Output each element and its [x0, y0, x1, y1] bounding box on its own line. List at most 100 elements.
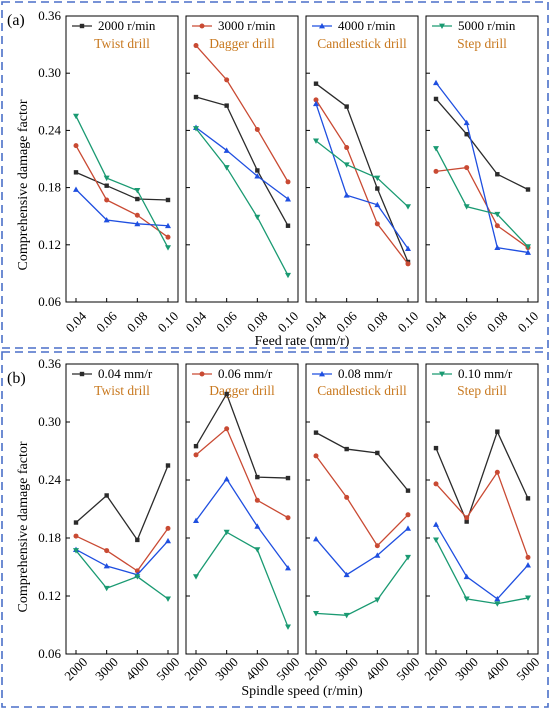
- panel-b-data-point: [494, 595, 501, 602]
- panel-b-data-point: [285, 624, 291, 630]
- panel-b-data-point: [405, 488, 411, 493]
- panel-a-data-point: [374, 175, 381, 182]
- panel-b-subplot-title: Candlestick drill: [317, 383, 407, 398]
- plot-layer: 0.060.120.180.240.300.360.04 0.06 0.08 0.10…: [38, 8, 542, 683]
- panel-b-data-point: [223, 529, 230, 536]
- panel-b-legend-label: 0.08 mm/r: [338, 366, 393, 381]
- panel-a-series-line: [315, 83, 409, 263]
- panel-a-legend-marker: [79, 23, 85, 29]
- panel-a-subplot-title: Candlestick drill: [317, 36, 407, 51]
- panel-a-data-point: [374, 201, 381, 208]
- panel-a-data-point: [525, 249, 531, 255]
- panel-a-data-point: [254, 173, 261, 179]
- panel-b-data-point: [433, 537, 439, 543]
- panel-b-subplot-title: Step drill: [457, 383, 507, 398]
- panel-a-series-line: [75, 145, 169, 238]
- panel-b-data-point: [165, 537, 171, 544]
- panel-a-data-point: [134, 212, 140, 218]
- panel-a-data-point: [193, 126, 199, 132]
- panel-b-legend-marker: [79, 371, 85, 377]
- panel-b-x-tick-label: 3000: [332, 654, 361, 683]
- panel-a-data-point: [343, 162, 350, 168]
- panel-a-data-point: [494, 211, 501, 218]
- panel-a-data-point: [224, 103, 229, 108]
- panel-a-y-tick-label: 0.18: [38, 180, 61, 195]
- panel-a-data-point: [255, 168, 260, 173]
- panel-a-data-point: [134, 220, 141, 227]
- panel-a-subplot-title: Step drill: [457, 36, 507, 51]
- panel-b-data-point: [525, 595, 531, 601]
- panel-b-data-point: [103, 585, 110, 592]
- panel-b-y-tick-label: 0.12: [38, 588, 61, 603]
- panel-a-x-tick-label: 0.08: [484, 308, 511, 335]
- panel-a-x-tick-label: 0.10: [394, 308, 421, 335]
- panel-a-data-point: [463, 204, 470, 210]
- panel-b-data-point: [463, 596, 470, 602]
- panel-b-data-point: [525, 496, 531, 501]
- panel-b-y-tick-label: 0.30: [38, 414, 61, 429]
- panel-b-data-point: [374, 597, 381, 603]
- panel-a-legend-label: 2000 r/min: [98, 18, 156, 33]
- panel-b-data-point: [405, 525, 411, 531]
- panel-b-data-point: [405, 512, 411, 518]
- panel-a-legend-label: 5000 r/min: [458, 18, 516, 33]
- panel-a-data-point: [73, 186, 79, 192]
- panel-a-data-point: [433, 96, 439, 102]
- panel-b-legend-label: 0.06 mm/r: [218, 366, 273, 381]
- panel-a-data-point: [464, 132, 469, 137]
- panel-b-data-point: [344, 494, 350, 500]
- panel-b-data-point: [525, 554, 531, 560]
- panel-b-x-tick-label: 5000: [393, 654, 422, 683]
- panel-a-data-point: [433, 79, 439, 86]
- panel-a-series-line: [435, 98, 529, 191]
- panel-a-x-tick-label: 0.08: [124, 308, 151, 335]
- panel-a-data-point: [344, 104, 349, 109]
- panel-b-x-tick-label: 3000: [452, 654, 481, 683]
- panel-a-y-tick-label: 0.30: [38, 65, 61, 80]
- panel-b-data-point: [494, 469, 500, 475]
- panel-a-data-point: [223, 147, 230, 153]
- panel-a-data-point: [103, 217, 110, 223]
- top-panel-frame: [1, 1, 549, 349]
- panel-b-data-point: [405, 554, 411, 561]
- panel-b-x-tick-label: 4000: [243, 654, 272, 683]
- panel-b-data-point: [313, 453, 319, 459]
- panel-b-data-point: [463, 573, 470, 580]
- panel-b-x-tick-label: 4000: [483, 654, 512, 683]
- panel-a-series-line: [195, 96, 289, 227]
- panel-b-series-line: [315, 455, 409, 547]
- panel-a-data-point: [525, 244, 531, 250]
- panel-a-data-point: [285, 196, 291, 202]
- panel-b-data-point: [104, 548, 110, 554]
- panel-a-x-tick-label: 0.10: [514, 308, 541, 335]
- panel-a-data-point: [104, 197, 110, 203]
- panel-b-data-point: [254, 523, 261, 529]
- panel-a-data-point: [525, 187, 531, 192]
- panel-a-data-point: [343, 192, 350, 198]
- panel-b-data-point: [433, 521, 439, 527]
- panel-a-data-point: [165, 245, 171, 251]
- panel-a-series-line: [315, 99, 409, 265]
- panel-a-data-point: [344, 145, 350, 151]
- panel-a-data-point: [103, 175, 110, 182]
- panel-b-data-point: [73, 533, 79, 539]
- panel-a-data-point: [285, 179, 291, 185]
- panel-b-data-point: [344, 446, 349, 452]
- panel-a-data-point: [494, 244, 501, 251]
- panel-a-series-line: [315, 103, 409, 249]
- panel-a-x-axis-title: Feed rate (mm/r): [255, 334, 350, 349]
- panel-b-subplot-title: Twist drill: [94, 383, 150, 398]
- panel-b-data-point: [193, 452, 199, 458]
- panel-b-legend-marker: [439, 371, 445, 377]
- panel-a-data-point: [433, 168, 439, 174]
- panel-b-x-tick-label: 3000: [212, 654, 241, 683]
- panel-b-data-point: [165, 463, 171, 468]
- panel-b-data-point: [464, 515, 470, 521]
- panel-a-data-point: [285, 223, 291, 228]
- panel-b-series-line: [195, 477, 289, 569]
- panel-b-x-axis-title: Spindle speed (r/min): [241, 684, 363, 699]
- panel-b-data-point: [313, 611, 319, 617]
- panel-a-series-line: [75, 189, 169, 227]
- panel-a-x-tick-label: 0.10: [274, 308, 301, 335]
